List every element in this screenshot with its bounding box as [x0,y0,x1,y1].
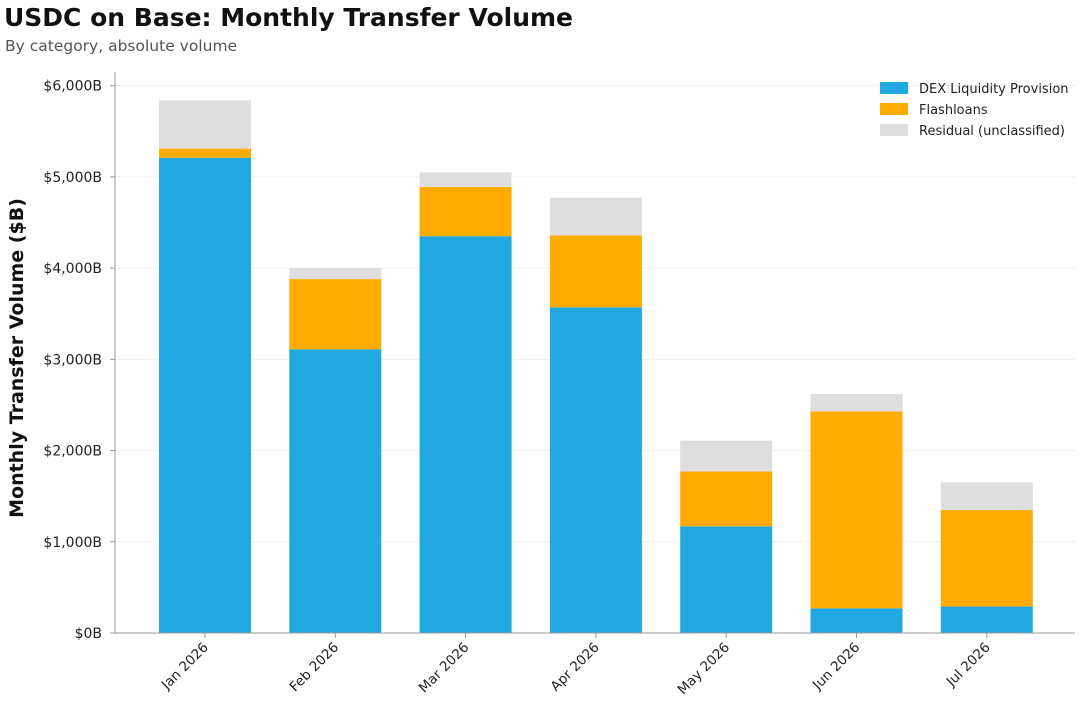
bar-segment [419,172,512,187]
bar-segment [680,526,773,633]
legend-label: Residual (unclassified) [919,124,1065,139]
x-tick-label: Jan 2026 [158,640,212,694]
x-tick-label: Mar 2026 [416,640,473,697]
x-tick-label: Jul 2026 [943,640,994,691]
axes [110,72,1075,638]
chart-subtitle: By category, absolute volume [5,37,237,55]
y-tick-label: $4,000B [43,261,102,277]
y-tick-label: $6,000B [43,79,102,95]
y-axis-label: Monthly Transfer Volume ($B) [6,198,28,518]
bar-segment [419,236,512,633]
bars [159,100,1033,633]
bar-segment [810,411,903,609]
x-tick-label: Apr 2026 [548,640,603,695]
bar-segment [940,482,1033,510]
bar-segment [419,186,512,237]
chart-title: USDC on Base: Monthly Transfer Volume [4,3,573,32]
bar-segment [549,197,642,236]
bar-segment [940,606,1033,633]
bar-segment [289,268,382,280]
bar-segment [549,235,642,308]
y-tick-label: $5,000B [43,170,102,186]
bar-segment [289,279,382,350]
bar-segment [680,440,773,472]
bar-segment [159,148,251,158]
legend-label: Flashloans [919,103,988,118]
bar-segment [810,394,903,412]
legend-swatch [880,103,908,115]
bar-segment [159,157,251,633]
y-tick-label: $1,000B [43,535,102,551]
bar-segment [549,307,642,633]
bar-segment [680,471,773,527]
legend-label: DEX Liquidity Provision [919,82,1069,97]
x-tick-label: Feb 2026 [287,640,343,696]
y-tick-label: $3,000B [43,352,102,368]
legend-swatch [880,124,908,136]
x-tick-label: Jun 2026 [809,640,863,694]
x-tick-label: May 2026 [675,640,733,698]
bar-segment [810,608,903,633]
y-tick-label: $2,000B [43,444,102,460]
legend-swatch [880,82,908,94]
y-tick-label: $0B [75,626,102,642]
bar-segment [940,509,1033,607]
bar-segment [159,100,251,149]
bar-segment [289,349,382,633]
legend: DEX Liquidity Provision Flashloans Residua… [880,82,1069,139]
